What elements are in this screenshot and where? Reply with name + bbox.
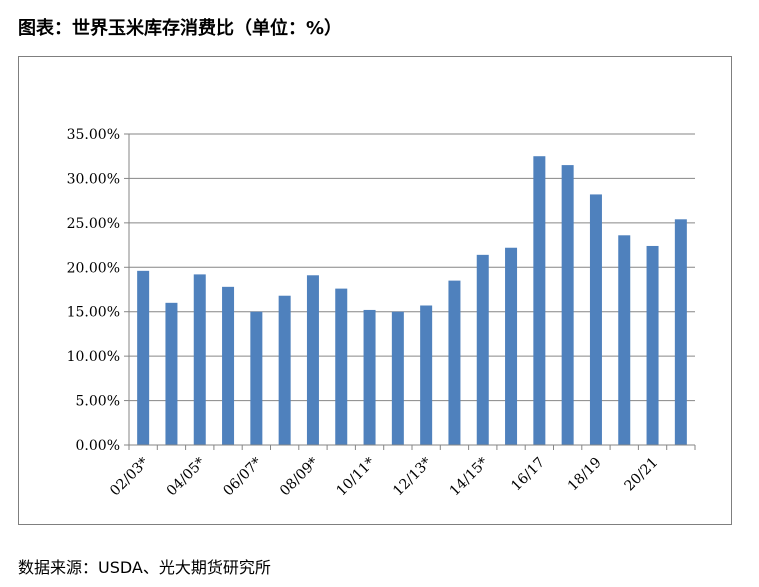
- x-tick-label: 02/03*: [107, 455, 152, 500]
- y-tick-label: 5.00%: [76, 394, 120, 410]
- bars: [137, 156, 687, 445]
- bar-0203: [137, 270, 150, 445]
- data-source-note: 数据来源：USDA、光大期货研究所: [18, 558, 271, 577]
- bar-0304: [165, 302, 178, 445]
- bar-1819: [589, 194, 602, 445]
- bar-2122: [674, 219, 687, 445]
- bar-1920: [618, 235, 631, 445]
- y-tick-label: 15.00%: [67, 305, 120, 321]
- y-tick-label: 30.00%: [67, 171, 120, 187]
- bar-1617: [533, 156, 546, 445]
- y-tick-label: 10.00%: [67, 349, 120, 365]
- bar-0405: [193, 274, 206, 445]
- bar-1112: [391, 311, 404, 445]
- gridlines: [129, 133, 695, 402]
- bar-1314: [448, 280, 461, 445]
- y-tick-label: 20.00%: [67, 260, 120, 276]
- y-axis: 0.00% 5.00% 10.00% 15.00% 20.00% 25.00% 30.00%…: [67, 127, 130, 454]
- x-axis: 02/03* 04/05* 06/07* 08/09* 10/11* 12/13* 14/1…: [107, 444, 696, 500]
- x-tick-label: 10/11*: [334, 455, 379, 500]
- bar-1011: [363, 309, 376, 445]
- x-tick-label: 16/17: [508, 455, 548, 495]
- chart-frame: 0.00% 5.00% 10.00% 15.00% 20.00% 25.00% 30.00%…: [18, 56, 732, 525]
- bar-0506: [222, 286, 235, 445]
- y-tick-label: 35.00%: [67, 127, 120, 143]
- x-tick-label: 12/13*: [390, 455, 435, 500]
- bar-1415: [476, 254, 489, 445]
- bar-0607: [250, 311, 263, 445]
- x-tick-label: 06/07*: [220, 455, 265, 500]
- chart-title: 图表：世界玉米库存消费比（单位：%）: [18, 18, 343, 39]
- x-tick-label: 14/15*: [447, 455, 492, 500]
- bar-0910: [335, 288, 348, 445]
- bar-2021: [646, 245, 659, 445]
- y-tick-label: 25.00%: [67, 216, 120, 232]
- x-tick-label: 18/19: [565, 455, 605, 495]
- x-tick-label: 20/21: [622, 455, 662, 495]
- x-tick-label: 08/09*: [277, 455, 322, 500]
- bar-chart: 0.00% 5.00% 10.00% 15.00% 20.00% 25.00% 30.00%…: [67, 127, 696, 500]
- bar-1213: [420, 305, 433, 445]
- y-tick-label: 0.00%: [76, 438, 120, 454]
- bar-0708: [278, 295, 291, 445]
- x-tick-label: 04/05*: [164, 455, 209, 500]
- bar-1516: [505, 247, 518, 445]
- bar-0809: [306, 275, 319, 445]
- bar-1718: [561, 165, 574, 445]
